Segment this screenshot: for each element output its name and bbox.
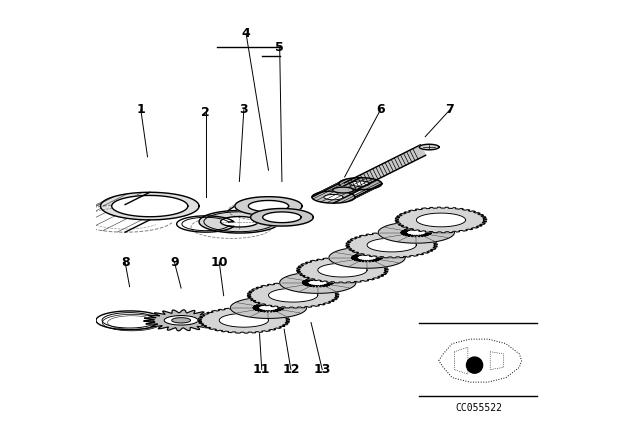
Text: 11: 11 <box>253 363 271 376</box>
Text: CC055522: CC055522 <box>456 403 502 413</box>
Polygon shape <box>251 208 314 226</box>
Polygon shape <box>378 222 454 243</box>
Polygon shape <box>329 247 405 268</box>
Polygon shape <box>333 187 353 193</box>
Polygon shape <box>172 318 191 323</box>
Polygon shape <box>401 228 432 237</box>
Polygon shape <box>312 191 355 203</box>
Polygon shape <box>220 314 269 327</box>
Polygon shape <box>346 232 438 258</box>
Polygon shape <box>417 213 466 227</box>
Circle shape <box>467 357 483 373</box>
Polygon shape <box>199 211 280 233</box>
Polygon shape <box>419 144 439 150</box>
Polygon shape <box>112 195 188 217</box>
Polygon shape <box>198 307 290 333</box>
Polygon shape <box>395 207 487 233</box>
Text: 1: 1 <box>136 103 145 116</box>
Polygon shape <box>235 197 302 215</box>
Text: 7: 7 <box>445 103 454 116</box>
Polygon shape <box>296 257 388 283</box>
Text: 2: 2 <box>202 105 210 119</box>
Text: 8: 8 <box>121 255 129 269</box>
Polygon shape <box>100 192 199 220</box>
Polygon shape <box>280 272 356 293</box>
Polygon shape <box>367 238 417 252</box>
Polygon shape <box>230 297 307 319</box>
Polygon shape <box>253 303 284 312</box>
Text: 12: 12 <box>282 363 300 376</box>
Polygon shape <box>351 181 370 186</box>
Polygon shape <box>262 212 301 223</box>
Polygon shape <box>351 253 383 262</box>
Polygon shape <box>143 310 219 331</box>
Text: 13: 13 <box>314 363 331 376</box>
Polygon shape <box>164 315 198 325</box>
Polygon shape <box>339 178 382 190</box>
Polygon shape <box>269 289 317 302</box>
Text: 5: 5 <box>275 40 284 54</box>
Polygon shape <box>344 145 426 194</box>
Text: 10: 10 <box>211 255 228 269</box>
Text: 6: 6 <box>376 103 385 116</box>
Text: 4: 4 <box>242 27 250 40</box>
Polygon shape <box>318 263 367 277</box>
Polygon shape <box>248 200 289 212</box>
Text: 3: 3 <box>239 103 248 116</box>
Text: 9: 9 <box>170 255 179 269</box>
Polygon shape <box>302 278 333 287</box>
Polygon shape <box>324 194 343 200</box>
Polygon shape <box>247 282 339 308</box>
Polygon shape <box>221 216 258 227</box>
